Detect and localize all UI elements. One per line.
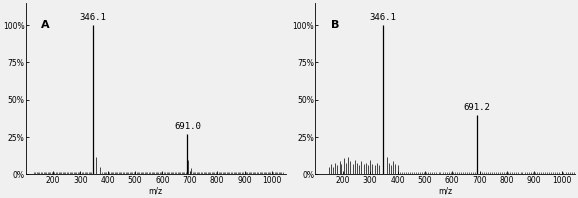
X-axis label: m/z: m/z — [438, 186, 453, 195]
Text: 691.2: 691.2 — [464, 103, 491, 112]
Text: B: B — [331, 20, 339, 30]
Text: A: A — [42, 20, 50, 30]
Text: 346.1: 346.1 — [80, 13, 106, 22]
X-axis label: m/z: m/z — [149, 186, 163, 195]
Text: 691.0: 691.0 — [174, 122, 201, 131]
Text: 346.1: 346.1 — [369, 13, 396, 22]
